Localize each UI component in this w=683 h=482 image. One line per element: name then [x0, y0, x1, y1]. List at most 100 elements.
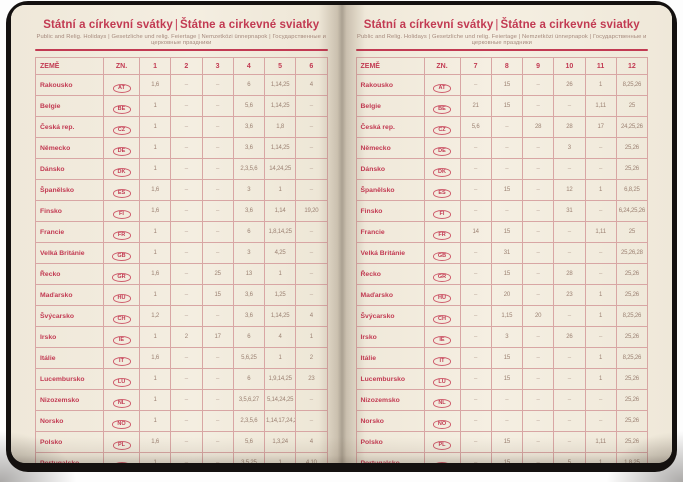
country-name: Španělsko: [35, 179, 104, 202]
holiday-cell: 1,8,25: [615, 452, 649, 463]
table-body: Rakousko AT 1,6– –6 1,14,25 4 Belgie BE 1– –5,6 1,…: [35, 74, 328, 463]
holiday-cell: 2: [295, 347, 328, 370]
holiday-cell: 28: [521, 116, 555, 139]
country-name: Rakousko: [355, 74, 425, 97]
country-code: HU: [103, 284, 140, 307]
table-row: PortugalskoPT–15–511,8,25: [355, 452, 649, 463]
holiday-cell: 1: [584, 179, 617, 202]
country-name: Německo: [35, 137, 104, 160]
holiday-cell: –: [553, 158, 586, 181]
country-name: Portugalsko: [355, 452, 425, 463]
country-code-oval: GB: [432, 252, 452, 261]
table-row: Velká Británie GB –31– – –25,26,28: [355, 242, 649, 265]
holiday-cell: –: [170, 263, 203, 286]
holiday-cell: –: [553, 347, 586, 370]
holiday-cell: 1,14,25: [263, 95, 297, 118]
holiday-cell: –: [553, 410, 586, 433]
country-code: NL: [423, 389, 461, 412]
holiday-cell: 2: [170, 326, 203, 349]
country-code: GR: [423, 263, 461, 286]
country-name: Norsko: [355, 410, 425, 433]
country-code-oval: NL: [433, 399, 451, 408]
table-row: Francie FR 14 15– –1,11 25: [355, 221, 649, 244]
country-code-oval: PL: [433, 441, 451, 450]
table-row: Česká rep. CZ 1– –3,6 1,8–: [35, 116, 328, 139]
holiday-cell: 25,26: [615, 137, 649, 160]
country-code: LU: [423, 368, 461, 391]
holiday-cell: 31: [490, 242, 524, 265]
holiday-cell: –: [553, 368, 586, 391]
country-code-oval: HU: [112, 294, 131, 303]
holiday-cell: 1: [584, 368, 617, 391]
title-slovak: Štátne a cirkevné sviatky: [500, 19, 640, 31]
holiday-cell: –: [521, 410, 555, 433]
holiday-cell: –: [170, 179, 203, 202]
country-code-oval: DE: [112, 147, 131, 156]
page-header: Státní a církevní svátky | Štátne a cirkev…: [355, 19, 649, 52]
header-month-4: 4: [232, 57, 266, 76]
holiday-cell: –: [584, 326, 617, 349]
holiday-cell: 1: [584, 74, 617, 97]
table-row: Řecko GR –15–28–25,26: [355, 263, 649, 286]
holiday-cell: 1,6: [138, 74, 172, 97]
country-name: Dánsko: [355, 158, 425, 181]
country-code: FI: [103, 200, 140, 223]
country-code-oval: IT: [433, 357, 451, 366]
country-code: FR: [103, 221, 140, 244]
holiday-cell: 6: [232, 368, 266, 391]
holiday-cell: 1,6: [138, 179, 172, 202]
country-name: Řecko: [355, 263, 425, 286]
holiday-cell: 1,11: [584, 221, 617, 244]
holiday-cell: 14,24,25: [263, 158, 297, 181]
holiday-cell: –: [521, 137, 555, 160]
holiday-cell: –: [295, 158, 328, 181]
holiday-cell: 1,9,14,25: [263, 368, 297, 391]
holiday-cell: 3,6: [232, 137, 266, 160]
country-name: Itálie: [35, 347, 104, 370]
holiday-cell: 15: [490, 221, 524, 244]
holiday-cell: –: [295, 221, 328, 244]
table-row: Polsko PL 1,6– –5,6 1,3,24 4: [35, 431, 328, 454]
country-code-oval: FI: [112, 210, 131, 219]
holiday-cell: –: [170, 221, 203, 244]
country-name: Polsko: [355, 431, 425, 454]
country-name: Belgie: [355, 95, 425, 118]
holiday-cell: –: [553, 431, 586, 454]
table-row: Polsko PL –15– –1,11 25,26: [355, 431, 649, 454]
holiday-cell: –: [459, 305, 492, 328]
country-code-oval: FR: [433, 231, 451, 240]
holiday-cell: 12: [553, 179, 586, 202]
holiday-cell: 1: [263, 452, 297, 463]
holiday-cell: –: [459, 452, 492, 463]
country-code: LU: [103, 368, 140, 391]
holiday-cell: –: [553, 305, 586, 328]
holiday-cell: 24,25,26: [615, 116, 649, 139]
holiday-cell: 25,26: [615, 431, 649, 454]
holiday-cell: –: [170, 137, 203, 160]
country-code-oval: DK: [112, 168, 131, 177]
holiday-cell: –: [201, 347, 234, 370]
table-row: Dánsko DK – – – – –25,26: [355, 158, 649, 181]
holiday-cell: 4: [263, 326, 297, 349]
country-code: NL: [103, 389, 140, 412]
holiday-cell: –: [170, 242, 203, 265]
table-row: Belgie BE 1– –5,6 1,14,25–: [35, 95, 328, 118]
country-code: FI: [423, 200, 461, 223]
holiday-cell: –: [170, 74, 203, 97]
holiday-cell: 3,6: [232, 200, 266, 223]
country-name: Velká Británie: [35, 242, 104, 265]
table-row: Švýcarsko CH –1,15 20–1 8,25,26: [355, 305, 649, 328]
country-code-oval: CH: [433, 315, 451, 324]
table-row: Belgie BE 21 15– –1,11 25: [355, 95, 649, 118]
page-subtitle: Public and Relig. Holidays | Gesetzliche…: [356, 34, 647, 47]
holiday-cell: 25,26: [615, 284, 649, 307]
holiday-cell: –: [201, 410, 234, 433]
holiday-cell: 15: [490, 74, 524, 97]
country-name: Polsko: [35, 431, 104, 454]
holiday-cell: –: [295, 284, 328, 307]
page-title: Státní a církevní svátky | Štátne a cirkev…: [356, 19, 649, 32]
holiday-cell: –: [201, 74, 234, 97]
holiday-cell: –: [201, 116, 234, 139]
holiday-cell: 15: [490, 452, 524, 463]
holiday-cell: 6,8,25: [615, 179, 649, 202]
